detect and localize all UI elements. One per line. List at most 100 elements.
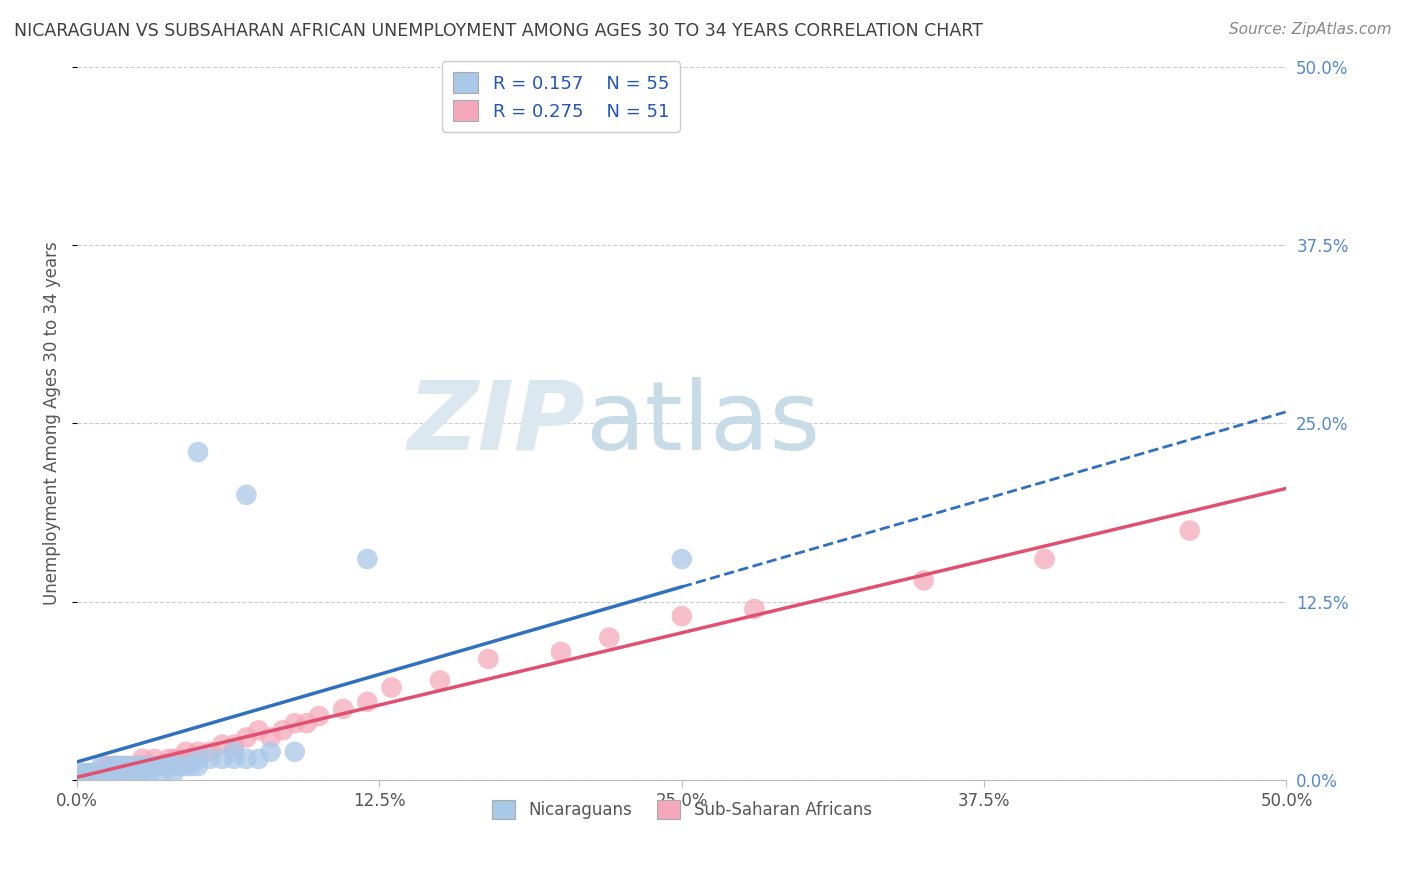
Point bbox=[284, 745, 307, 759]
Legend: Nicaraguans, Sub-Saharan Africans: Nicaraguans, Sub-Saharan Africans bbox=[485, 793, 879, 825]
Point bbox=[114, 766, 136, 780]
Point bbox=[103, 759, 125, 773]
Point bbox=[187, 759, 209, 773]
Point bbox=[129, 766, 152, 780]
Point bbox=[120, 766, 142, 780]
Point bbox=[211, 738, 233, 752]
Point bbox=[308, 709, 330, 723]
Point bbox=[550, 645, 572, 659]
Point bbox=[87, 766, 110, 780]
Point bbox=[157, 759, 180, 773]
Point bbox=[247, 723, 270, 738]
Point bbox=[94, 759, 117, 773]
Point bbox=[77, 766, 100, 780]
Point bbox=[127, 759, 149, 773]
Text: NICARAGUAN VS SUBSAHARAN AFRICAN UNEMPLOYMENT AMONG AGES 30 TO 34 YEARS CORRELAT: NICARAGUAN VS SUBSAHARAN AFRICAN UNEMPLO… bbox=[14, 22, 983, 40]
Point bbox=[138, 759, 160, 773]
Point bbox=[235, 488, 257, 502]
Point bbox=[150, 759, 173, 773]
Point bbox=[912, 574, 935, 588]
Point bbox=[121, 766, 143, 780]
Point bbox=[163, 766, 186, 780]
Point bbox=[180, 759, 202, 773]
Point bbox=[114, 759, 136, 773]
Point bbox=[94, 766, 117, 780]
Point bbox=[143, 759, 166, 773]
Point bbox=[107, 766, 129, 780]
Point bbox=[187, 752, 209, 766]
Point bbox=[131, 752, 153, 766]
Point bbox=[671, 609, 693, 624]
Point bbox=[104, 759, 127, 773]
Point bbox=[80, 766, 103, 780]
Point bbox=[235, 731, 257, 745]
Point bbox=[174, 759, 197, 773]
Point bbox=[87, 766, 110, 780]
Point bbox=[181, 752, 204, 766]
Point bbox=[83, 766, 105, 780]
Point bbox=[174, 745, 197, 759]
Point bbox=[127, 766, 149, 780]
Point bbox=[97, 759, 120, 773]
Point bbox=[187, 745, 209, 759]
Point bbox=[295, 716, 318, 731]
Point bbox=[198, 752, 221, 766]
Point bbox=[83, 766, 105, 780]
Point bbox=[477, 652, 499, 666]
Point bbox=[224, 752, 246, 766]
Point bbox=[76, 766, 98, 780]
Point bbox=[235, 752, 257, 766]
Point bbox=[671, 552, 693, 566]
Point bbox=[77, 766, 100, 780]
Point bbox=[157, 752, 180, 766]
Point bbox=[146, 759, 169, 773]
Text: Source: ZipAtlas.com: Source: ZipAtlas.com bbox=[1229, 22, 1392, 37]
Point bbox=[198, 745, 221, 759]
Point bbox=[134, 759, 156, 773]
Point bbox=[97, 766, 120, 780]
Point bbox=[1033, 552, 1056, 566]
Point bbox=[73, 766, 96, 780]
Text: atlas: atlas bbox=[585, 377, 820, 470]
Point bbox=[284, 716, 307, 731]
Point bbox=[163, 759, 186, 773]
Point bbox=[103, 759, 125, 773]
Point bbox=[124, 759, 146, 773]
Point bbox=[70, 766, 93, 780]
Point bbox=[112, 759, 135, 773]
Point bbox=[259, 731, 281, 745]
Point bbox=[153, 759, 176, 773]
Point bbox=[138, 759, 160, 773]
Point bbox=[73, 766, 96, 780]
Point bbox=[271, 723, 294, 738]
Point bbox=[356, 695, 378, 709]
Point bbox=[380, 681, 402, 695]
Point bbox=[110, 759, 132, 773]
Point bbox=[167, 759, 190, 773]
Point bbox=[143, 752, 166, 766]
Point bbox=[114, 759, 136, 773]
Point bbox=[211, 752, 233, 766]
Point bbox=[150, 766, 173, 780]
Point bbox=[429, 673, 451, 688]
Point bbox=[744, 602, 766, 616]
Point bbox=[163, 752, 186, 766]
Point bbox=[187, 445, 209, 459]
Point bbox=[127, 766, 149, 780]
Point bbox=[110, 766, 132, 780]
Text: ZIP: ZIP bbox=[408, 377, 585, 470]
Point bbox=[129, 759, 152, 773]
Point bbox=[1178, 524, 1201, 538]
Point bbox=[138, 766, 160, 780]
Point bbox=[259, 745, 281, 759]
Point bbox=[73, 31, 96, 45]
Point bbox=[86, 766, 108, 780]
Point bbox=[107, 759, 129, 773]
Point bbox=[90, 766, 112, 780]
Point bbox=[86, 766, 108, 780]
Point bbox=[104, 759, 127, 773]
Point bbox=[167, 752, 190, 766]
Point bbox=[134, 766, 156, 780]
Point bbox=[103, 766, 125, 780]
Point bbox=[90, 766, 112, 780]
